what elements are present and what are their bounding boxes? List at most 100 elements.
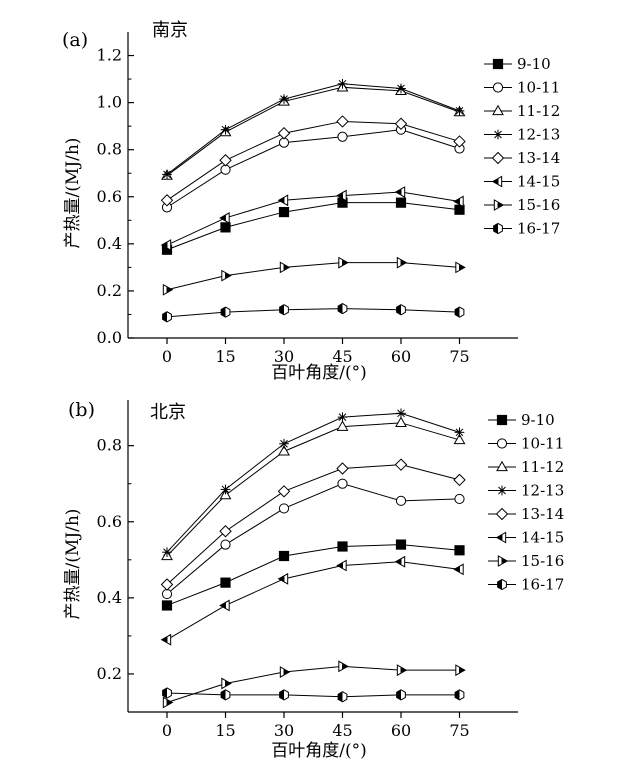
legend-label: 15-16 [517,196,560,214]
data-point [219,488,232,500]
x-tick-label: 60 [391,347,411,366]
series-line [166,464,460,585]
data-point [220,577,231,588]
series-line [166,308,460,318]
data-point [455,261,466,274]
data-point [454,427,465,438]
y-axis-label: 产热量/(MJ/h) [63,509,83,620]
series-9-10 [161,539,465,611]
legend-marker [493,199,505,211]
data-point [396,689,406,701]
data-point [279,438,289,449]
data-point [454,493,465,505]
data-point [337,78,348,89]
data-point [394,555,406,568]
data-point [219,525,232,538]
data-point [221,677,232,690]
x-tick-label: 15 [215,721,235,740]
y-tick-label: 0.6 [97,512,122,531]
legend-marker [491,151,505,165]
legend-label: 11-12 [521,458,564,476]
y-tick-label: 0.8 [97,140,122,159]
legend-label: 10-11 [517,79,560,97]
legend-label: 10-11 [521,435,564,453]
data-point [279,304,289,316]
data-point [394,186,406,198]
legend-label: 16-17 [521,576,564,594]
data-point [220,306,231,318]
data-point [279,261,291,274]
series-line [166,86,460,176]
legend-marker [493,129,503,140]
series-15-16 [162,256,466,296]
series-13-14 [160,458,466,591]
data-point [161,588,173,600]
city-label: 南京 [152,20,188,41]
data-point [278,206,290,218]
legend-entry: 10-11 [488,435,564,453]
data-point [161,600,173,611]
data-point [394,117,408,131]
legend-label: 12-13 [517,126,560,144]
series-line [166,483,460,595]
data-point [394,458,408,471]
data-point [278,503,290,514]
legend-marker [497,578,507,591]
legend-entry: 9-10 [488,411,555,429]
data-point [454,106,465,116]
series-line [166,202,460,251]
series-16-17 [162,302,465,323]
data-point [220,539,231,550]
data-point [162,283,174,296]
legend-entry: 16-17 [488,576,564,594]
data-point [337,478,348,489]
series-line [166,129,460,208]
data-point [395,495,407,506]
series-line [166,561,460,641]
data-point [453,473,466,487]
data-point [337,302,348,315]
legend-label: 9-10 [517,55,551,73]
series-line [166,692,460,698]
legend-label: 13-14 [517,149,560,167]
data-point [277,572,289,585]
legend-marker [497,485,507,496]
legend-marker [496,414,508,426]
data-point [453,563,464,576]
y-axis-label: 产热量/(MJ/h) [63,138,83,249]
x-axis-label: 百叶角度/(°) [271,363,367,383]
data-point [279,94,289,104]
y-tick-label: 0.2 [97,281,122,300]
legend-marker [492,58,504,70]
y-tick-label: 1.0 [97,93,122,112]
series-15-16 [162,660,466,709]
data-point [221,269,232,282]
legend-entry: 13-14 [484,149,560,167]
data-point [336,462,349,475]
series-13-14 [160,115,466,207]
data-point [279,689,289,701]
data-point [160,194,174,207]
legend-marker [496,438,508,449]
legend-marker [497,555,509,567]
legend-marker [495,531,507,544]
series-12-13 [162,408,465,558]
series-12-13 [162,78,465,180]
data-point [396,304,406,316]
series-line [166,191,460,246]
data-point [220,689,231,701]
y-tick-label: 0.6 [97,187,122,206]
data-point [219,212,230,224]
data-point [162,311,172,323]
legend-marker [491,175,503,188]
series-9-10 [161,197,465,255]
y-tick-label: 0.4 [97,588,122,607]
x-tick-label: 75 [449,721,469,740]
series-line [166,665,460,703]
x-tick-label: 45 [332,721,352,740]
data-point [453,195,464,208]
data-point [279,666,291,678]
data-point [336,189,347,202]
city-label: 北京 [150,402,186,423]
